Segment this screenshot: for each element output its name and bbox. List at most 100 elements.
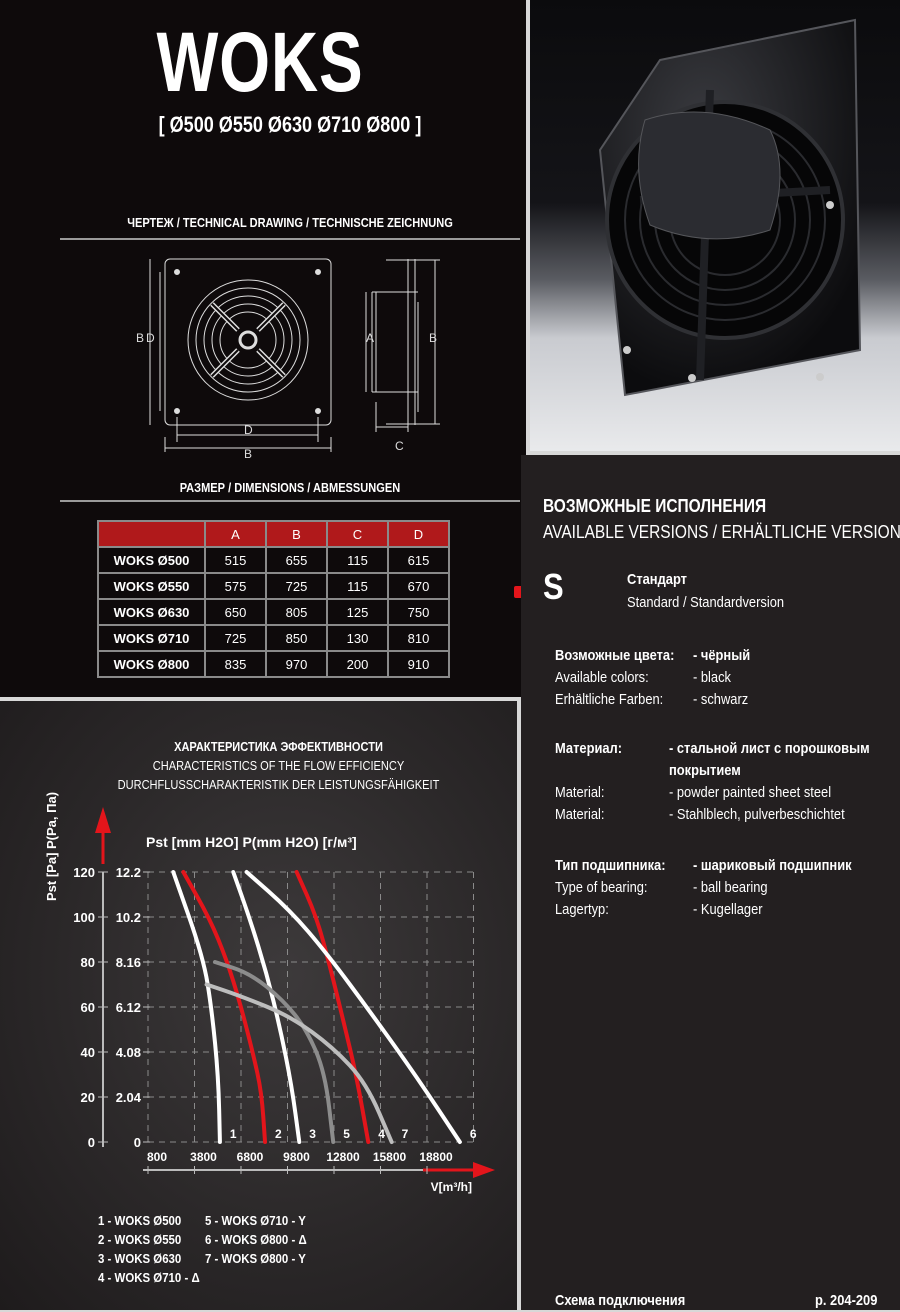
header-panel: WOKS [ Ø500 Ø550 Ø630 Ø710 Ø800 ] ЧЕРТЕЖ… — [0, 0, 526, 697]
fan-image — [598, 18, 862, 397]
series-label: 5 — [343, 1127, 350, 1141]
table-header-row: A B C D — [97, 520, 450, 548]
dimension-cell: 650 — [204, 598, 267, 626]
dimension-cell: 655 — [265, 546, 328, 574]
dimension-cell: 835 — [204, 650, 267, 678]
spec-label: Material: — [555, 806, 605, 823]
y2-tick-label: 6.12 — [116, 1000, 141, 1015]
dimension-cell: 515 — [204, 546, 267, 574]
drawing-heading: ЧЕРТЕЖ / TECHNICAL DRAWING / TECHNISCHE … — [127, 215, 453, 230]
version-name-ru: Стандарт — [627, 571, 687, 588]
versions-heading-en: AVAILABLE VERSIONS / ERHÄLTLICHE VERSION… — [543, 522, 900, 542]
chart-panel: ХАРАКТЕРИСТИКА ЭФФЕКТИВНОСТИ CHARACTERIS… — [0, 701, 517, 1310]
versions-panel: ВОЗМОЖНЫЕ ИСПОЛНЕНИЯ AVAILABLE VERSIONS … — [521, 455, 900, 1310]
series-label: 3 — [309, 1127, 316, 1141]
model-cell: WOKS Ø800 — [97, 650, 206, 678]
spec-value: - black — [693, 669, 732, 686]
model-cell: WOKS Ø710 — [97, 624, 206, 652]
spec-label: Возможные цвета: — [555, 647, 675, 664]
spec-value: - powder painted sheet steel — [669, 784, 832, 801]
dimension-cell: 615 — [387, 546, 450, 574]
column-header: B — [265, 520, 328, 548]
wiring-pages: p. 204-209 — [815, 1292, 878, 1309]
y-tick-label: 80 — [81, 955, 95, 970]
product-photo — [530, 0, 900, 451]
label-d: D — [244, 423, 253, 437]
dimension-cell: 725 — [204, 624, 267, 652]
x-axis-label: V[m³/h] — [431, 1180, 472, 1194]
legend-item: 3 - WOKS Ø630 — [98, 1251, 182, 1266]
legend-item: 1 - WOKS Ø500 — [98, 1213, 182, 1228]
series-line-4 — [294, 870, 371, 1144]
y2-tick-label: 12.2 — [116, 865, 141, 880]
spec-label: Материал: — [555, 740, 623, 757]
dimension-cell: 725 — [265, 572, 328, 600]
column-header: A — [204, 520, 267, 548]
legend-item: 2 - WOKS Ø550 — [98, 1232, 182, 1247]
technical-drawing: B D D B A B C — [136, 258, 440, 461]
dimension-cell: 115 — [326, 572, 389, 600]
spec-label: Type of bearing: — [555, 879, 648, 896]
spec-label: Lagertyp: — [555, 901, 609, 918]
spec-value: - шариковый подшипник — [693, 857, 852, 874]
series-label: 2 — [275, 1127, 282, 1141]
spec-value: - ball bearing — [693, 879, 768, 896]
flow-chart: 0 0 20 2.04 40 4.08 60 6.12 80 8.16 100 10.2 120 12.2… — [44, 792, 495, 1194]
dimension-cell: 750 — [387, 598, 450, 626]
x-tick-label: 12800 — [326, 1150, 360, 1164]
chart-title-de: DURCHFLUSSCHARAKTERISTIK DER LEISTUNGSFÄ… — [117, 777, 440, 792]
divider — [60, 238, 520, 240]
table-row: WOKS Ø800 835 970 200 910 — [97, 650, 450, 678]
label-b: B — [244, 447, 252, 461]
y2-axis-label: Pst [mm H2O] P(mm H2O) [г/м³] — [146, 834, 357, 850]
dimension-cell: 115 — [326, 546, 389, 574]
label-b: B — [136, 331, 144, 345]
dimension-cell: 910 — [387, 650, 450, 678]
y-tick-label: 60 — [81, 1000, 95, 1015]
spec-value: - чёрный — [693, 647, 751, 664]
spec-label: Material: — [555, 784, 605, 801]
y-tick-label: 120 — [73, 865, 95, 880]
model-cell: WOKS Ø630 — [97, 598, 206, 626]
spec-value: - schwarz — [693, 691, 749, 708]
dimension-cell: 125 — [326, 598, 389, 626]
series-label: 7 — [402, 1127, 409, 1141]
x-tick-label: 6800 — [237, 1150, 264, 1164]
dimensions-heading: РАЗМЕР / DIMENSIONS / ABMESSUNGEN — [179, 480, 401, 495]
spec-label: Тип подшипника: — [555, 857, 666, 874]
x-tick-label: 3800 — [190, 1150, 217, 1164]
dimension-cell: 810 — [387, 624, 450, 652]
y2-tick-label: 10.2 — [116, 910, 141, 925]
y-tick-label: 100 — [73, 910, 95, 925]
dimension-cell: 670 — [387, 572, 450, 600]
x-tick-label: 15800 — [373, 1150, 407, 1164]
series-line-2 — [181, 870, 268, 1144]
dimension-cell: 575 — [204, 572, 267, 600]
chart-title-ru: ХАРАКТЕРИСТИКА ЭФФЕКТИВНОСТИ — [174, 739, 383, 754]
y-tick-label: 40 — [81, 1045, 95, 1060]
series-line-6 — [244, 870, 462, 1144]
table-row: WOKS Ø500 515 655 115 615 — [97, 546, 450, 574]
dimension-cell: 130 — [326, 624, 389, 652]
series-label: 4 — [378, 1127, 385, 1141]
legend-item: 7 - WOKS Ø800 - Y — [205, 1251, 306, 1266]
product-sizes: [ Ø500 Ø550 Ø630 Ø710 Ø800 ] — [158, 112, 422, 137]
series-line-5 — [212, 960, 336, 1144]
dimension-cell: 200 — [326, 650, 389, 678]
column-header: C — [326, 520, 389, 548]
y2-tick-label: 2.04 — [116, 1090, 142, 1105]
series-label: 1 — [230, 1127, 237, 1141]
dimension-cell: 970 — [265, 650, 328, 678]
y-tick-label: 0 — [88, 1135, 95, 1150]
spec-label: Available colors: — [555, 669, 649, 686]
y-axis-label: Pst [Pa] P(Pa, Па) — [44, 792, 59, 901]
dimension-cell: 805 — [265, 598, 328, 626]
table-row: WOKS Ø710 725 850 130 810 — [97, 624, 450, 652]
dimension-cell: 850 — [265, 624, 328, 652]
arrow-head — [95, 807, 111, 833]
spec-value: - стальной лист с порошковым покрытием — [669, 740, 870, 779]
wiring-label: Схема подключения — [555, 1292, 686, 1309]
version-code: S — [543, 566, 564, 607]
legend-item: 6 - WOKS Ø800 - Δ — [205, 1232, 307, 1247]
y2-tick-label: 8.16 — [116, 955, 141, 970]
